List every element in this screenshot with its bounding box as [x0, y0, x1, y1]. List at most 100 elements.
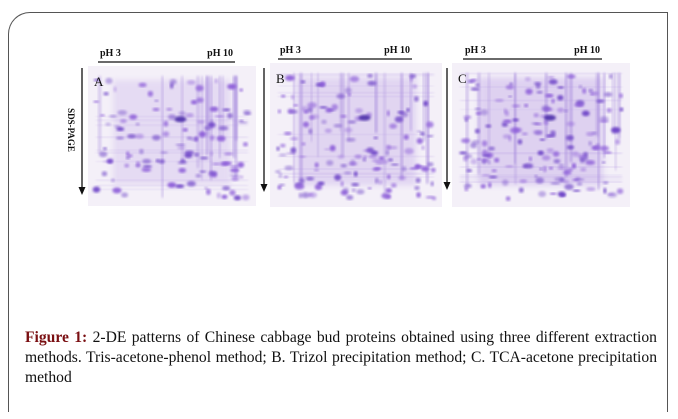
gel-spot [464, 186, 469, 192]
gel-spot [564, 183, 574, 191]
gel-spot [618, 93, 623, 99]
gel-spot [229, 165, 240, 168]
gel-streak [569, 73, 573, 163]
gel-streak [339, 73, 342, 132]
gel-spot [186, 180, 196, 187]
gel-spot [611, 127, 621, 134]
gel-spot [141, 167, 152, 172]
gel-spot [572, 189, 581, 192]
gel-spot [508, 95, 512, 98]
gel-spot [504, 110, 510, 117]
gel-spot [528, 156, 532, 162]
gel-spot [367, 187, 372, 190]
gel-spot [541, 155, 551, 161]
gel-spot [588, 89, 594, 93]
gel-spot [344, 127, 353, 133]
gel-spot [367, 73, 373, 78]
gel-spot [403, 134, 409, 140]
gel-spot [138, 82, 147, 88]
gel-spot [166, 108, 173, 111]
gel-spot [342, 187, 349, 193]
gel-spot [536, 90, 543, 94]
gel-spot [119, 119, 127, 123]
gel-streak [383, 73, 386, 199]
gel-spot [426, 121, 434, 128]
gel-spot [167, 114, 176, 120]
gel-spot [574, 178, 585, 181]
gel-spot [347, 120, 357, 124]
gel-spot [509, 82, 513, 86]
gel-spot [277, 109, 282, 114]
gel-spot [216, 135, 226, 142]
gel-streak [299, 73, 303, 180]
gel-spot [222, 161, 233, 165]
gel-spot [125, 156, 131, 160]
gel-spot [578, 84, 582, 89]
gel-spot [227, 112, 233, 119]
gel-spot [129, 114, 138, 120]
gel-spot [319, 81, 326, 87]
gel-streak [487, 73, 491, 160]
gel-spot [566, 121, 576, 127]
gel-band [460, 166, 622, 168]
gel-spot [475, 111, 482, 116]
gel-spot [321, 119, 327, 125]
gel-spot [180, 160, 185, 163]
gel-spot [239, 88, 243, 92]
gel-spot [505, 196, 511, 201]
gel-spot [182, 128, 188, 132]
panel-label: C [458, 71, 467, 86]
gel-streak [400, 73, 404, 180]
gel-spot [199, 156, 209, 160]
gel-spot [209, 106, 219, 112]
gel-spot [518, 187, 524, 193]
gel-spot [158, 159, 165, 164]
gel-spot [229, 189, 236, 196]
gel-spot [385, 149, 390, 156]
axis-label: SDS-PAGE [66, 108, 76, 152]
gel-spot [416, 130, 423, 133]
gel-band [96, 119, 248, 121]
gel-spot [557, 167, 566, 170]
gel-spot [414, 163, 421, 170]
gel-spot [331, 104, 338, 111]
gel-spot [290, 147, 297, 154]
gel-spot [554, 177, 565, 182]
gel-spot [98, 151, 108, 158]
gel-spot [353, 171, 358, 177]
gel-spot [412, 84, 418, 89]
gel-spot [325, 107, 333, 113]
gel-band [96, 179, 248, 181]
gel-spot [580, 167, 587, 172]
gel-spot [576, 182, 583, 186]
gel-spot [106, 159, 113, 164]
gel-spot [615, 139, 621, 145]
gel-spot [124, 163, 130, 168]
gel-spot [103, 92, 109, 96]
gel-spot-major [358, 114, 371, 121]
gel-spot [543, 165, 547, 173]
gel-image [459, 73, 624, 201]
gel-spot [155, 159, 160, 163]
gel-spot [351, 183, 360, 187]
gel-spot [477, 158, 481, 161]
gel-spot [545, 93, 554, 98]
gel-spot [602, 161, 606, 164]
gel-spot [553, 159, 561, 164]
gel-spot [278, 173, 283, 178]
gel-spot [535, 177, 544, 184]
gel-spot [535, 83, 541, 89]
gel-spot [163, 120, 169, 127]
gel-streak [617, 73, 621, 139]
gel-spot [101, 171, 108, 177]
gel-spot [298, 192, 303, 199]
gel-spot [154, 99, 159, 102]
gel-spot [177, 161, 187, 165]
gel-streak [603, 73, 606, 158]
gel-spot [406, 108, 410, 112]
gel-spot [531, 122, 539, 125]
gel-spot [585, 160, 596, 166]
gel-spot [560, 194, 566, 197]
gel-spot [196, 97, 204, 103]
gel-spot [599, 120, 609, 123]
